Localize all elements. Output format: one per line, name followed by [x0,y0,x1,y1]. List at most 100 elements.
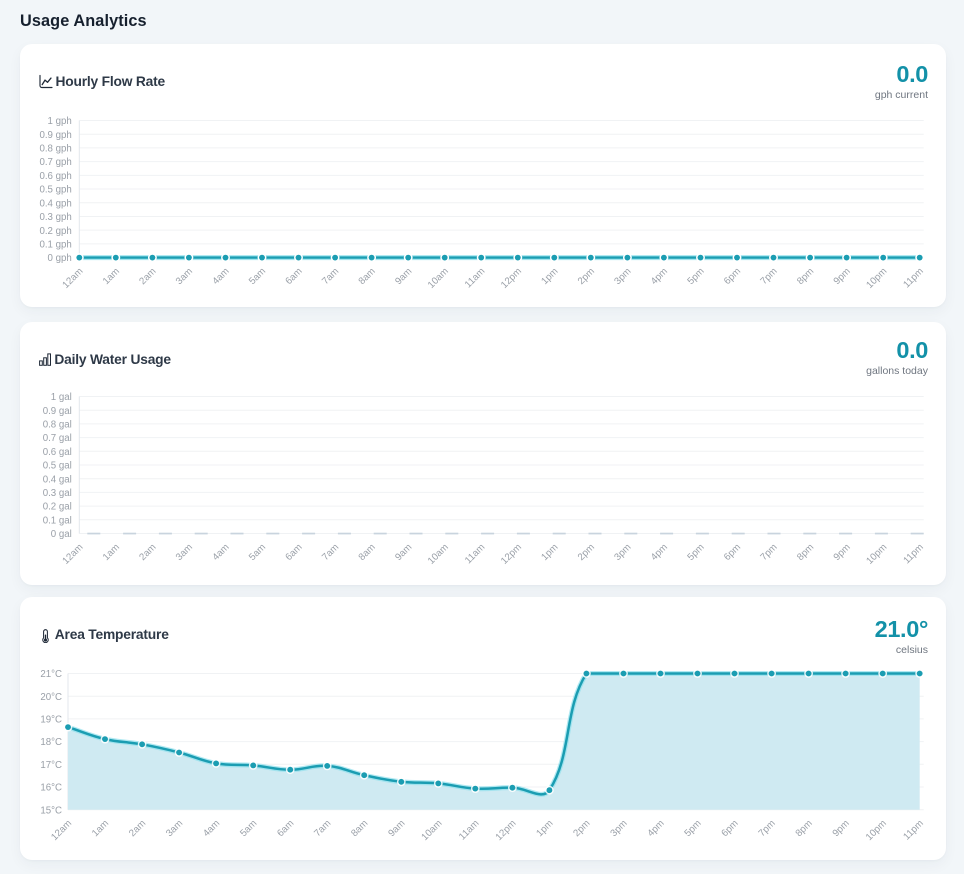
svg-text:15°C: 15°C [40,805,62,816]
svg-text:1pm: 1pm [534,818,555,839]
svg-text:12pm: 12pm [499,266,524,291]
svg-text:9pm: 9pm [832,266,853,287]
svg-text:11pm: 11pm [901,542,925,566]
svg-text:11pm: 11pm [901,818,925,842]
svg-text:1am: 1am [101,542,122,563]
svg-text:3am: 3am [174,542,195,563]
svg-text:10pm: 10pm [864,266,889,291]
svg-text:0.6 gph: 0.6 gph [39,171,71,182]
svg-text:6pm: 6pm [722,542,743,563]
svg-text:4pm: 4pm [649,266,670,287]
svg-text:4pm: 4pm [646,818,667,839]
svg-text:7am: 7am [320,266,341,287]
svg-text:3pm: 3pm [612,266,633,287]
svg-text:0 gal: 0 gal [51,529,72,540]
svg-text:16°C: 16°C [40,783,62,794]
svg-text:12pm: 12pm [494,818,519,843]
svg-text:0.6 gal: 0.6 gal [43,447,72,458]
svg-text:0.3 gph: 0.3 gph [39,212,71,223]
svg-text:4am: 4am [201,818,222,839]
svg-text:2pm: 2pm [576,266,597,287]
svg-text:6pm: 6pm [722,266,743,287]
svg-text:11am: 11am [463,266,487,290]
svg-text:5am: 5am [238,818,259,839]
svg-text:7am: 7am [320,542,341,563]
svg-text:1am: 1am [90,818,111,839]
svg-text:0.5 gal: 0.5 gal [43,461,72,472]
svg-text:17°C: 17°C [40,760,62,771]
svg-text:11am: 11am [457,818,481,842]
svg-text:12am: 12am [61,542,86,567]
svg-text:9am: 9am [386,818,407,839]
svg-text:7pm: 7pm [759,542,780,563]
svg-text:12am: 12am [61,266,86,291]
svg-text:5pm: 5pm [683,818,704,839]
svg-text:8pm: 8pm [795,266,816,287]
svg-text:9am: 9am [393,542,414,563]
svg-text:10am: 10am [426,266,451,291]
svg-text:3am: 3am [174,266,195,287]
svg-text:0.3 gal: 0.3 gal [43,488,72,499]
svg-text:0.8 gph: 0.8 gph [39,144,71,155]
svg-text:2am: 2am [137,266,158,287]
svg-text:1pm: 1pm [539,542,560,563]
svg-text:5am: 5am [247,542,268,563]
svg-text:7pm: 7pm [759,266,780,287]
svg-text:0.2 gph: 0.2 gph [39,226,71,237]
svg-text:4am: 4am [211,542,232,563]
svg-text:1am: 1am [101,266,122,287]
svg-text:10am: 10am [426,542,451,567]
svg-text:8am: 8am [357,266,378,287]
svg-text:20°C: 20°C [40,692,62,703]
svg-text:1 gph: 1 gph [48,116,72,127]
svg-text:0.1 gal: 0.1 gal [43,515,72,526]
svg-text:5pm: 5pm [686,542,707,563]
svg-text:12am: 12am [49,818,74,843]
svg-text:5pm: 5pm [686,266,707,287]
svg-text:0.4 gph: 0.4 gph [39,198,71,209]
svg-text:1 gal: 1 gal [51,392,72,403]
svg-text:10am: 10am [420,818,445,843]
svg-text:4pm: 4pm [649,542,670,563]
svg-text:5am: 5am [247,266,268,287]
svg-text:2pm: 2pm [571,818,592,839]
svg-text:0.4 gal: 0.4 gal [43,474,72,485]
svg-text:0 gph: 0 gph [48,253,72,264]
svg-text:6am: 6am [284,266,305,287]
svg-text:8pm: 8pm [795,542,816,563]
svg-text:3pm: 3pm [612,542,633,563]
svg-text:11am: 11am [463,542,487,566]
svg-text:7pm: 7pm [757,818,778,839]
svg-text:1pm: 1pm [539,266,560,287]
svg-text:0.2 gal: 0.2 gal [43,502,72,513]
svg-text:8am: 8am [357,542,378,563]
svg-text:8am: 8am [349,818,370,839]
svg-text:19°C: 19°C [40,715,62,726]
svg-text:6am: 6am [275,818,296,839]
svg-text:9pm: 9pm [831,818,852,839]
svg-text:3am: 3am [164,818,185,839]
svg-text:6pm: 6pm [720,818,741,839]
svg-text:4am: 4am [211,266,232,287]
svg-text:18°C: 18°C [40,737,62,748]
svg-text:0.7 gph: 0.7 gph [39,157,71,168]
svg-text:2am: 2am [127,818,148,839]
svg-text:2am: 2am [137,542,158,563]
svg-text:6am: 6am [284,542,305,563]
svg-text:2pm: 2pm [576,542,597,563]
svg-text:0.1 gph: 0.1 gph [39,239,71,250]
svg-text:21°C: 21°C [40,669,62,680]
svg-text:0.7 gal: 0.7 gal [43,433,72,444]
svg-text:0.9 gph: 0.9 gph [39,130,71,141]
svg-text:9am: 9am [393,266,414,287]
svg-text:0.9 gal: 0.9 gal [43,406,72,417]
svg-text:7am: 7am [312,818,333,839]
svg-text:10pm: 10pm [864,542,889,567]
svg-text:11pm: 11pm [901,266,925,290]
svg-text:9pm: 9pm [832,542,853,563]
svg-text:8pm: 8pm [794,818,815,839]
svg-text:0.5 gph: 0.5 gph [39,185,71,196]
svg-text:12pm: 12pm [499,542,524,567]
svg-text:3pm: 3pm [609,818,630,839]
svg-text:0.8 gal: 0.8 gal [43,420,72,431]
